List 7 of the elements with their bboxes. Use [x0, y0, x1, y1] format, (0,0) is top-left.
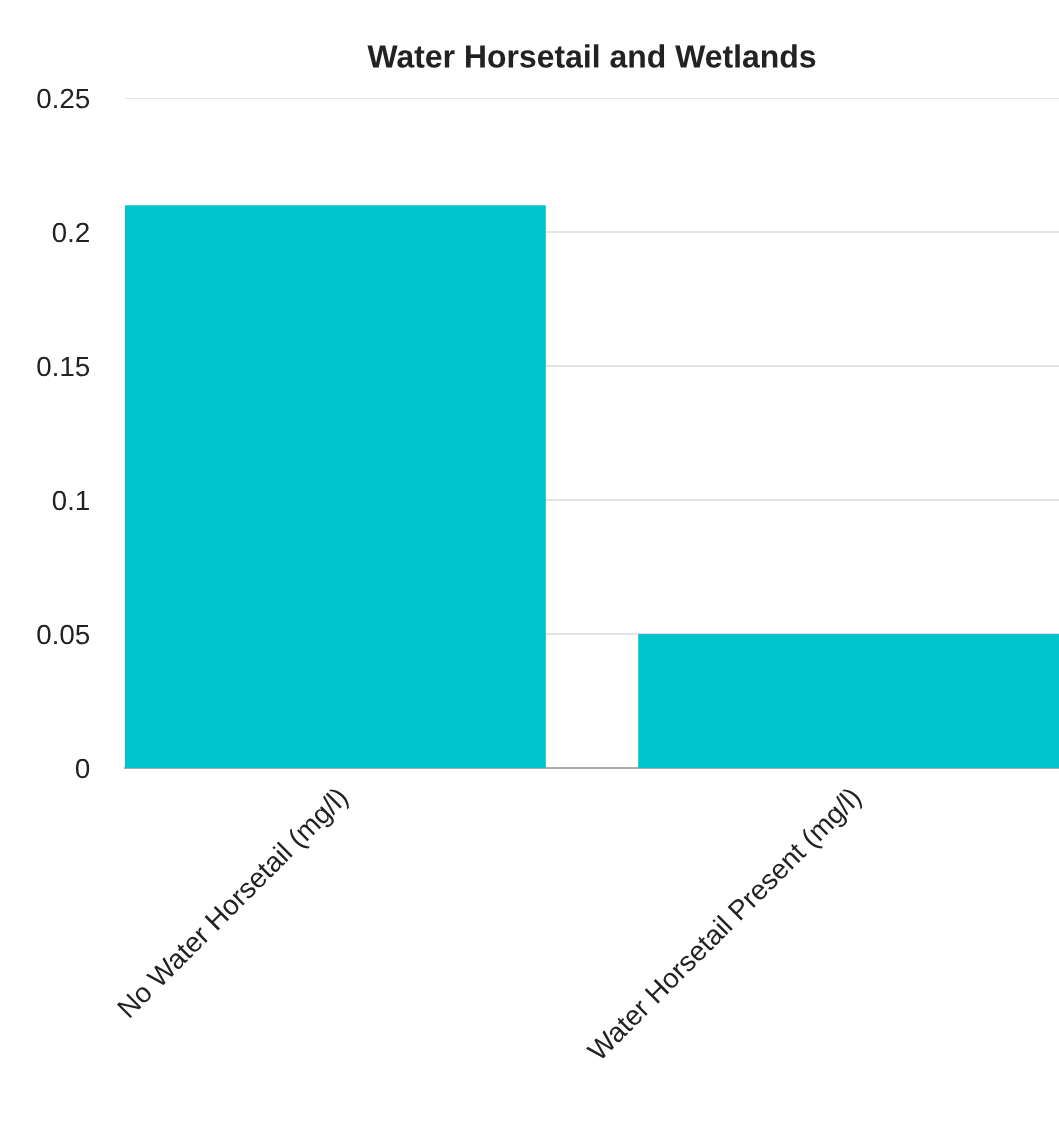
y-tick-label: 0.25 [37, 88, 90, 109]
y-tick-label: 0 [75, 758, 90, 779]
y-tick-label: 0.2 [52, 222, 89, 243]
y-tick-label: 0.15 [37, 356, 90, 377]
y-tick-label: 0.05 [37, 624, 90, 645]
y-tick-label: 0.1 [52, 490, 89, 511]
chart-title: Water Horsetail and Wetlands [367, 44, 816, 68]
